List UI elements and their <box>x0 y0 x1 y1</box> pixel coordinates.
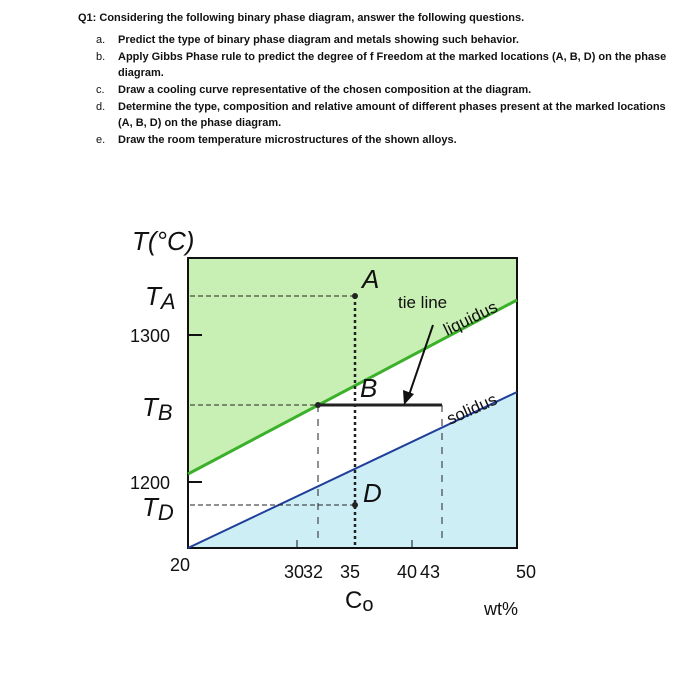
x-label: 50 <box>516 562 536 582</box>
question: Q1: Considering the following binary pha… <box>78 12 678 149</box>
question-title: Q1: Considering the following binary pha… <box>78 12 525 24</box>
text-part: B <box>158 400 173 425</box>
plot-frame <box>187 257 518 549</box>
liquidus-line <box>187 298 518 476</box>
item-text: Apply Gibbs Phase rule to predict the de… <box>118 51 667 79</box>
x-label: 43 <box>420 562 440 582</box>
question-item: b. Apply Gibbs Phase rule to predict the … <box>78 49 678 81</box>
item-text: Draw the room temperature microstructure… <box>118 134 457 146</box>
text-part: T <box>142 392 160 422</box>
two-phase-region <box>188 300 517 548</box>
liquid-region <box>188 258 517 474</box>
text-part: T <box>142 492 160 522</box>
solidus-line <box>187 391 518 549</box>
x-axis-label: wt% <box>483 599 518 619</box>
question-list: a. Predict the type of binary phase diagr… <box>78 32 678 148</box>
point-label: D <box>363 478 382 508</box>
tie-arrow <box>407 324 434 399</box>
item-text: Draw a cooling curve representative of t… <box>118 84 532 96</box>
question-item: c. Draw a cooling curve representative of… <box>78 82 678 98</box>
text-part: A <box>159 289 176 314</box>
annotation: tie line <box>398 293 447 312</box>
text-part: o <box>362 594 373 616</box>
point-a <box>352 293 358 299</box>
item-text: Predict the type of binary phase diagram… <box>118 34 519 46</box>
y-axis-label: T(°C) <box>132 226 194 256</box>
question-item: a. Predict the type of binary phase diagr… <box>78 32 678 48</box>
point-label: A <box>360 264 379 294</box>
composition-label: Co <box>345 587 373 616</box>
text-part: C <box>345 587 362 614</box>
question-item: e. Draw the room temperature microstructu… <box>78 132 678 148</box>
x-label: 30 <box>284 562 304 582</box>
y-label: TB <box>142 392 173 425</box>
x-label: 32 <box>303 562 323 582</box>
y-label: 1300 <box>130 326 170 346</box>
y-label: TD <box>142 492 174 525</box>
item-text: Determine the type, composition and rela… <box>118 101 666 129</box>
text-part: T <box>145 281 163 311</box>
x-label: 40 <box>397 562 417 582</box>
tie-end <box>315 402 321 408</box>
x-label: 35 <box>340 562 360 582</box>
point-d <box>352 502 358 508</box>
arrow-head <box>403 390 414 405</box>
x-label: 20 <box>170 555 190 575</box>
item-marker: c. <box>96 84 105 96</box>
text-part: D <box>158 500 174 525</box>
y-label: 1200 <box>130 473 170 493</box>
point-label: B <box>360 373 377 403</box>
item-marker: d. <box>96 101 106 113</box>
item-marker: b. <box>96 51 106 63</box>
y-label: TA <box>145 281 176 314</box>
item-marker: e. <box>96 134 106 146</box>
question-item: d. Determine the type, composition and re… <box>78 99 678 131</box>
item-marker: a. <box>96 34 106 46</box>
